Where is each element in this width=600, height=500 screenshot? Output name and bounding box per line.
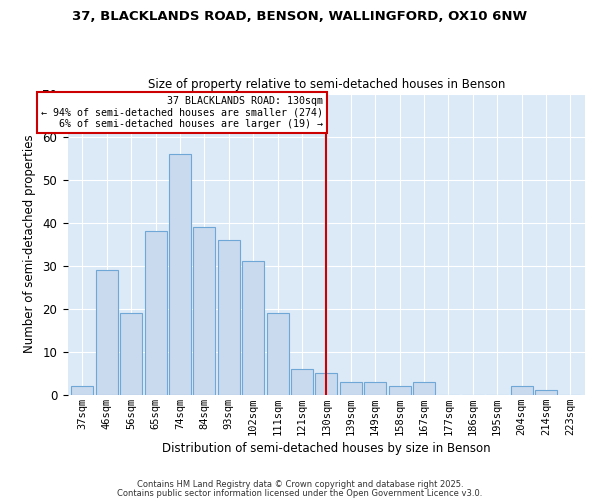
- Text: Contains HM Land Registry data © Crown copyright and database right 2025.: Contains HM Land Registry data © Crown c…: [137, 480, 463, 489]
- Bar: [169, 154, 191, 395]
- Bar: [340, 382, 362, 395]
- Bar: [193, 227, 215, 395]
- Bar: [389, 386, 410, 395]
- Bar: [242, 262, 264, 395]
- Bar: [535, 390, 557, 395]
- Bar: [316, 374, 337, 395]
- Text: 37, BLACKLANDS ROAD, BENSON, WALLINGFORD, OX10 6NW: 37, BLACKLANDS ROAD, BENSON, WALLINGFORD…: [73, 10, 527, 23]
- Text: Contains public sector information licensed under the Open Government Licence v3: Contains public sector information licen…: [118, 488, 482, 498]
- Bar: [511, 386, 533, 395]
- Bar: [71, 386, 94, 395]
- Bar: [145, 232, 167, 395]
- Bar: [413, 382, 435, 395]
- Bar: [120, 313, 142, 395]
- Y-axis label: Number of semi-detached properties: Number of semi-detached properties: [23, 135, 35, 354]
- Bar: [218, 240, 240, 395]
- Bar: [291, 369, 313, 395]
- Text: 37 BLACKLANDS ROAD: 130sqm
← 94% of semi-detached houses are smaller (274)
6% of: 37 BLACKLANDS ROAD: 130sqm ← 94% of semi…: [41, 96, 323, 129]
- Bar: [364, 382, 386, 395]
- Title: Size of property relative to semi-detached houses in Benson: Size of property relative to semi-detach…: [148, 78, 505, 91]
- Bar: [266, 313, 289, 395]
- Bar: [96, 270, 118, 395]
- X-axis label: Distribution of semi-detached houses by size in Benson: Distribution of semi-detached houses by …: [162, 442, 491, 455]
